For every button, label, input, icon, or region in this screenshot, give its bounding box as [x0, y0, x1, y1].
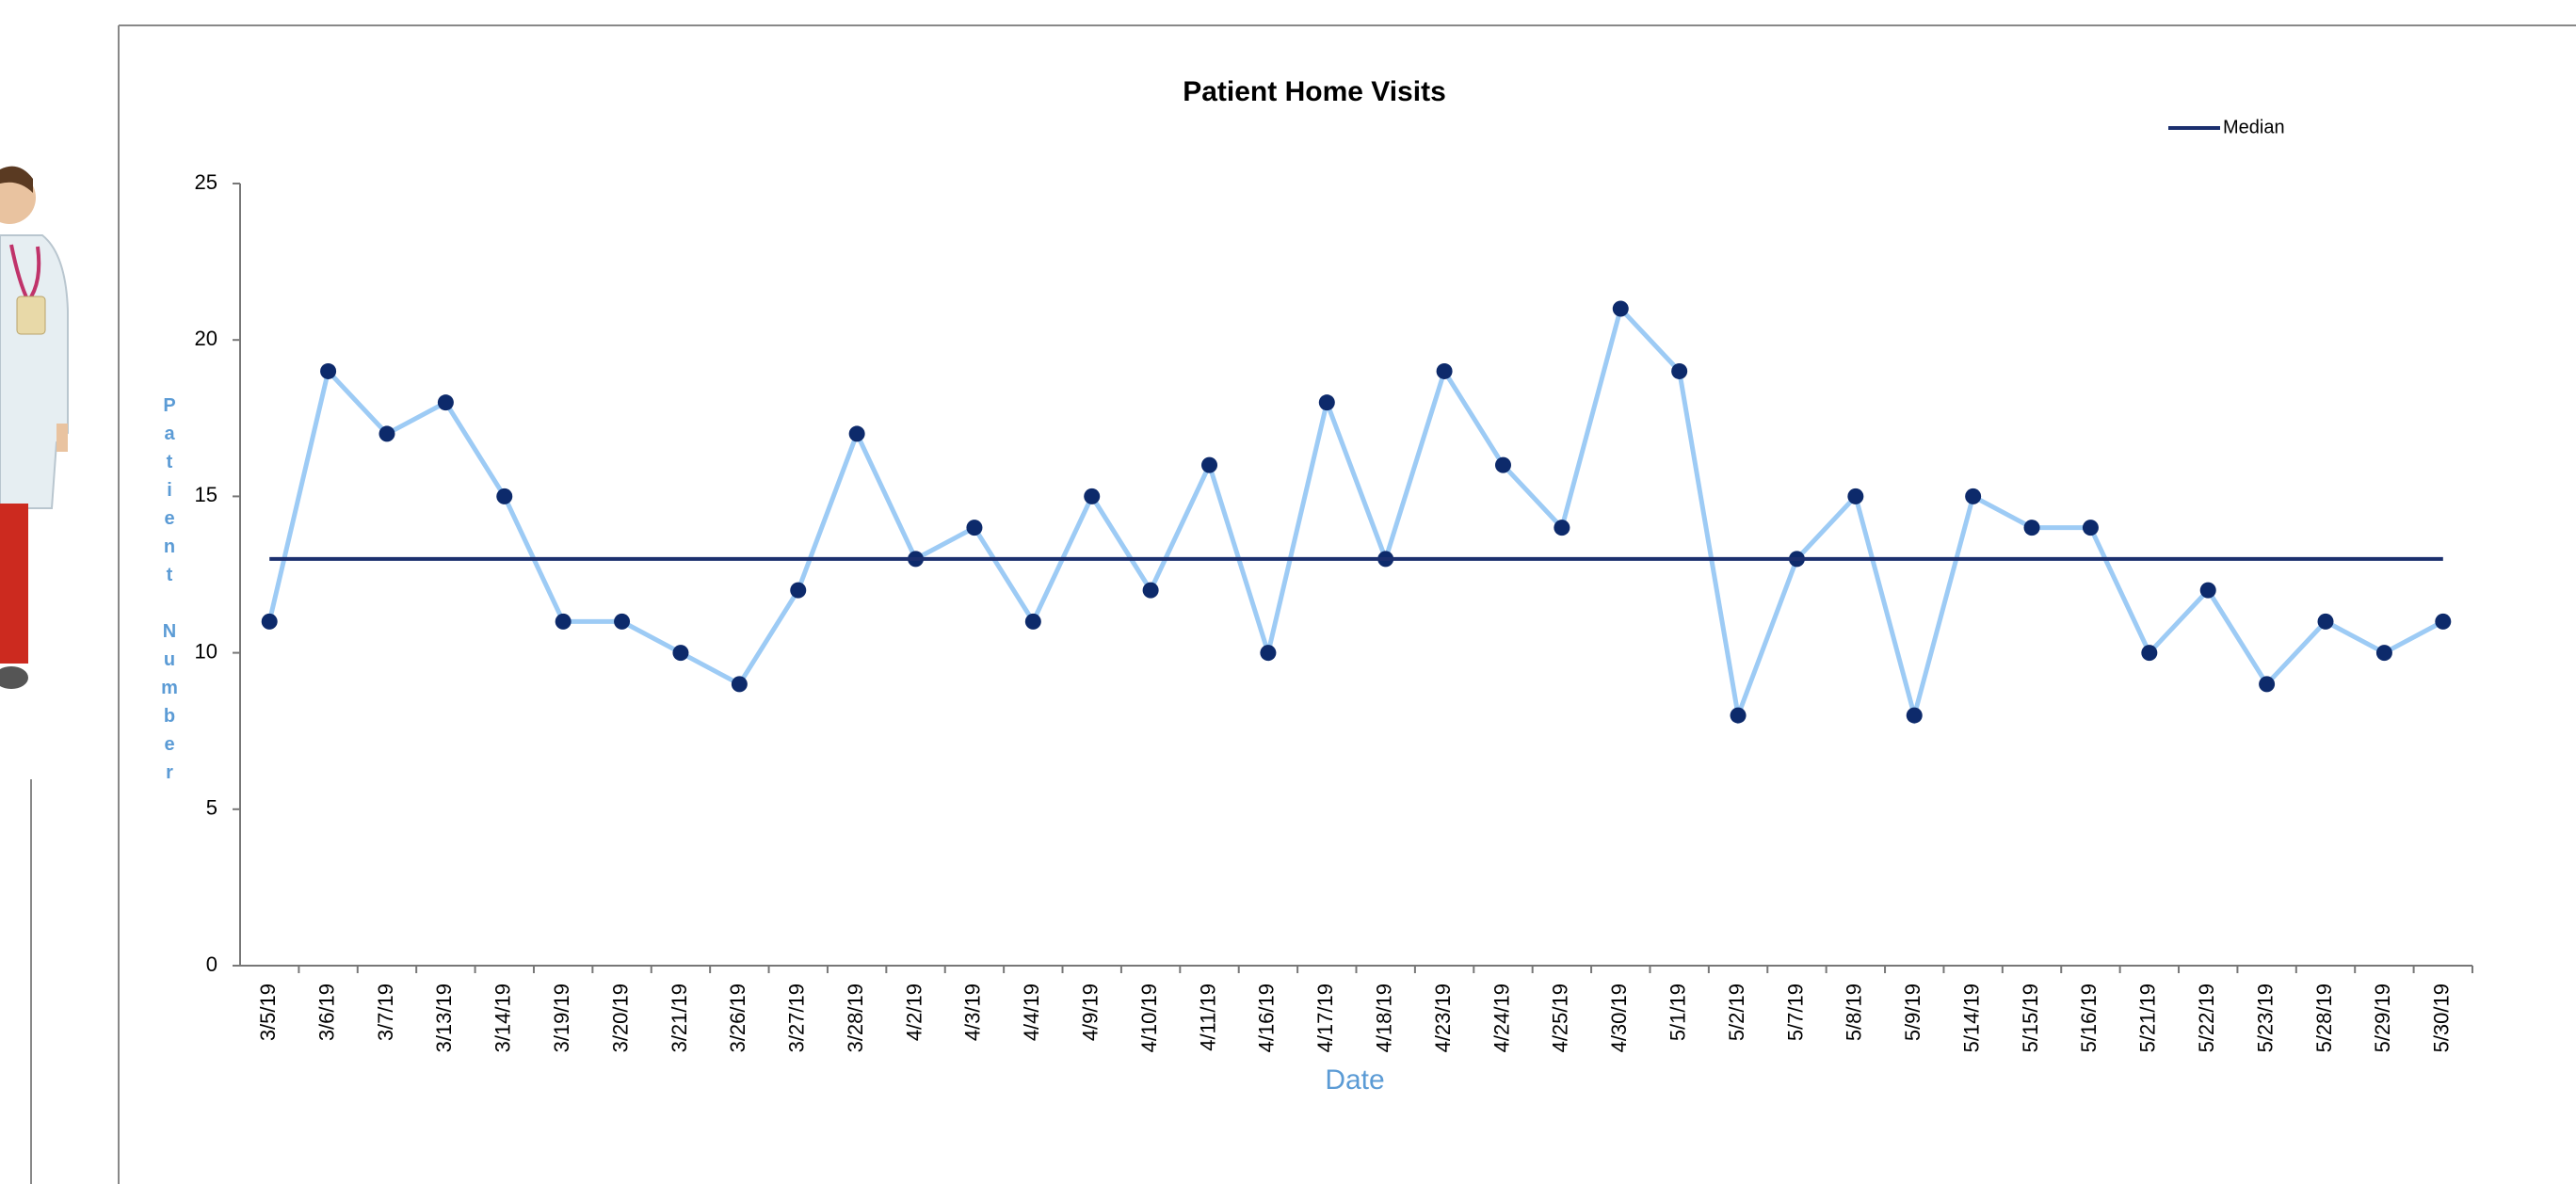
data-point [2141, 645, 2157, 661]
y-tick-label: 0 [206, 952, 217, 976]
data-point [378, 425, 394, 441]
data-point [1025, 614, 1041, 630]
data-point [320, 363, 336, 379]
data-point [966, 520, 982, 536]
data-point [1671, 363, 1687, 379]
x-tick-label: 4/30/19 [1607, 984, 1631, 1052]
x-tick-label: 4/11/19 [1196, 984, 1219, 1051]
x-tick-label: 4/4/19 [1020, 984, 1043, 1041]
data-point [1495, 457, 1511, 473]
x-tick-label: 4/16/19 [1255, 984, 1279, 1052]
x-tick-label: 5/1/19 [1666, 984, 1689, 1041]
x-tick-label: 3/19/19 [550, 984, 573, 1052]
data-point [496, 488, 512, 504]
data-point [1260, 645, 1276, 661]
chart-title: Patient Home Visits [1183, 76, 1446, 107]
y-tick-label: 15 [195, 483, 217, 506]
x-tick-label: 3/14/19 [491, 984, 515, 1052]
x-axis-label: Date [1325, 1064, 1384, 1096]
data-point [262, 614, 278, 630]
x-tick-label: 5/9/19 [1901, 984, 1924, 1041]
data-point [2259, 676, 2275, 692]
x-tick-label: 4/9/19 [1079, 984, 1103, 1041]
x-tick-label: 5/21/19 [2136, 984, 2160, 1052]
data-line [269, 309, 2443, 715]
x-tick-label: 5/7/19 [1783, 984, 1807, 1041]
data-point [849, 425, 865, 441]
x-tick-label: 5/29/19 [2371, 984, 2394, 1052]
data-point [1084, 488, 1100, 504]
y-tick-label: 25 [195, 170, 217, 194]
data-point [2083, 520, 2099, 536]
legend-label: Median [2223, 117, 2285, 137]
x-tick-label: 3/13/19 [432, 984, 456, 1052]
data-point [1965, 488, 1981, 504]
y-tick-label: 5 [206, 796, 217, 820]
y-tick-label: 20 [195, 327, 217, 350]
x-tick-label: 3/6/19 [314, 984, 338, 1041]
data-point [1143, 583, 1159, 599]
x-tick-label: 4/25/19 [1549, 984, 1572, 1052]
x-tick-label: 5/30/19 [2430, 984, 2454, 1052]
data-point [555, 614, 572, 630]
data-point [1319, 394, 1335, 410]
x-tick-label: 4/23/19 [1431, 984, 1455, 1052]
doctor-illustration [0, 167, 68, 689]
chart: Patient Home Visits Date 0 5 10 15 20 25 3/5/1… [0, 0, 2576, 1184]
x-tick-label: 5/2/19 [1725, 984, 1748, 1041]
data-point [672, 645, 688, 661]
y-tick-label: 10 [195, 639, 217, 663]
y-axis-label: Patient Number [158, 395, 180, 791]
data-point [2024, 520, 2040, 536]
x-tick-label: 4/18/19 [1373, 984, 1396, 1052]
x-tick-label: 4/2/19 [902, 984, 926, 1041]
data-point [732, 676, 748, 692]
x-tick-label: 5/28/19 [2312, 984, 2336, 1052]
data-point [1613, 300, 1629, 316]
x-tick-label: 5/16/19 [2077, 984, 2101, 1052]
x-tick-label: 4/24/19 [1489, 984, 1513, 1052]
data-point [1731, 708, 1747, 724]
x-tick-label: 3/7/19 [374, 984, 397, 1041]
data-point [1201, 457, 1217, 473]
x-tick-label: 4/10/19 [1137, 984, 1161, 1052]
x-tick-label: 5/23/19 [2253, 984, 2277, 1052]
x-tick-label: 5/8/19 [1843, 984, 1866, 1041]
x-tick-label: 5/14/19 [1959, 984, 1983, 1052]
data-point [790, 583, 806, 599]
data-point [2200, 583, 2216, 599]
x-tick-label: 3/27/19 [785, 984, 809, 1052]
data-point [2435, 614, 2451, 630]
data-point [1437, 363, 1453, 379]
data-point [1847, 488, 1863, 504]
x-tick-label: 5/22/19 [2195, 984, 2218, 1052]
x-tick-label: 3/26/19 [726, 984, 749, 1052]
data-point [438, 394, 454, 410]
x-tick-label: 4/17/19 [1313, 984, 1337, 1052]
data-point [1907, 708, 1923, 724]
x-tick-label: 3/28/19 [844, 984, 867, 1052]
x-tick-label: 3/20/19 [608, 984, 632, 1052]
data-point [2318, 614, 2334, 630]
x-tick-label: 3/5/19 [256, 984, 280, 1041]
page: Patient Home Visits Date 0 5 10 15 20 25 3/5/1… [0, 0, 2576, 1184]
data-point [2376, 645, 2392, 661]
data-point [614, 614, 630, 630]
x-tick-label: 5/15/19 [2019, 984, 2042, 1052]
x-tick-label: 4/3/19 [961, 984, 985, 1041]
data-point [1554, 520, 1570, 536]
x-tick-label: 3/21/19 [668, 984, 691, 1052]
